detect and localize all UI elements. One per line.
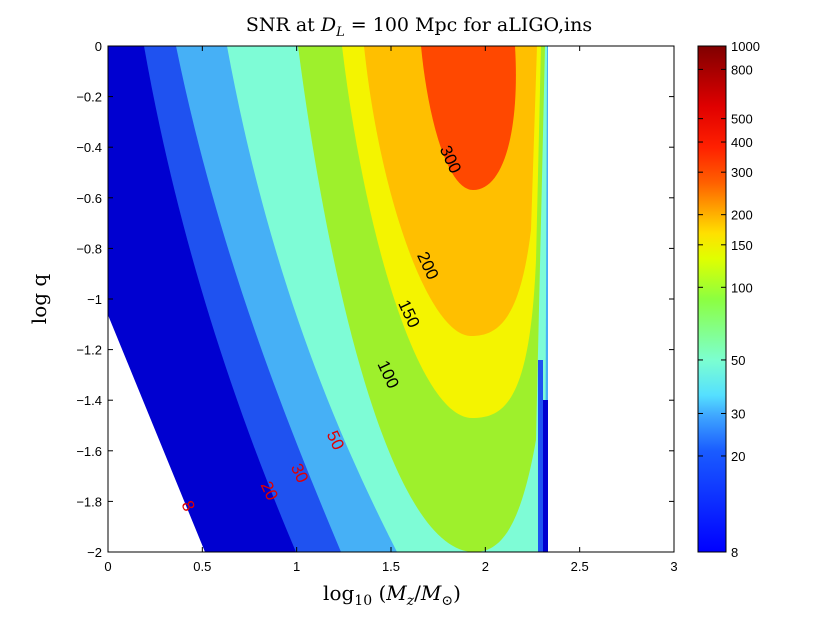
colorbar-tick-label: 30	[731, 406, 745, 421]
y-tick-label: −0.6	[76, 191, 102, 206]
y-axis-label: log q	[27, 274, 51, 325]
y-tick-label: −0.2	[76, 90, 102, 105]
colorbar-tick-label: 400	[731, 135, 753, 150]
y-tick-label: 0	[95, 39, 102, 54]
x-axis-label: log10 (Mz/M⊙)	[323, 581, 461, 609]
x-tick-label: 1	[293, 559, 300, 574]
colorbar: 8 20 30 50 100 150 200 300 400 500 800 1000	[697, 39, 760, 560]
y-tick-label: −0.4	[76, 140, 102, 155]
y-tick-label: −1.8	[76, 494, 102, 509]
colorbar-tick-label: 100	[731, 280, 753, 295]
x-tick-label: 2.5	[571, 559, 589, 574]
colorbar-tick-label: 300	[731, 165, 753, 180]
y-tick-label: −1.4	[76, 393, 102, 408]
x-tick-label: 1.5	[382, 559, 400, 574]
colorbar-gradient	[698, 46, 726, 552]
colorbar-tick-label: 20	[731, 449, 745, 464]
y-tick-label: −1.6	[76, 444, 102, 459]
x-tick-label: 2	[482, 559, 489, 574]
colorbar-tick-label: 50	[731, 353, 745, 368]
x-tick-label: 3	[670, 559, 677, 574]
blank-region-right	[548, 46, 674, 552]
axes: 0 0.5 1 1.5 2 2.5 3 0 −0.2 −0.4 −0.6 −0.8 −1 −1.2 −1.4…	[76, 39, 677, 574]
y-tick-label: −1.2	[76, 343, 102, 358]
y-tick-label: −1	[87, 292, 102, 307]
colorbar-tick-label: 500	[731, 112, 753, 127]
band-300	[421, 46, 516, 190]
cutoff-strip-blue	[538, 360, 543, 552]
colorbar-frame	[697, 45, 727, 553]
cutoff-strip-navy	[543, 400, 548, 552]
colorbar-tick-label: 800	[731, 62, 753, 77]
colorbar-tick-label: 200	[731, 208, 753, 223]
y-tick-label: −2	[87, 545, 102, 560]
blank-region-lower-left	[108, 315, 205, 552]
colorbar-tick-label: 150	[731, 238, 753, 253]
contour-fill	[108, 46, 674, 552]
x-tick-label: 0	[104, 559, 111, 574]
x-tick-label: 0.5	[193, 559, 211, 574]
colorbar-tick-label: 8	[731, 545, 738, 560]
colorbar-tick-label: 1000	[731, 39, 760, 54]
chart-title: SNR at DL = 100 Mpc for aLIGO,ins	[246, 14, 592, 40]
y-tick-label: −0.8	[76, 241, 102, 256]
